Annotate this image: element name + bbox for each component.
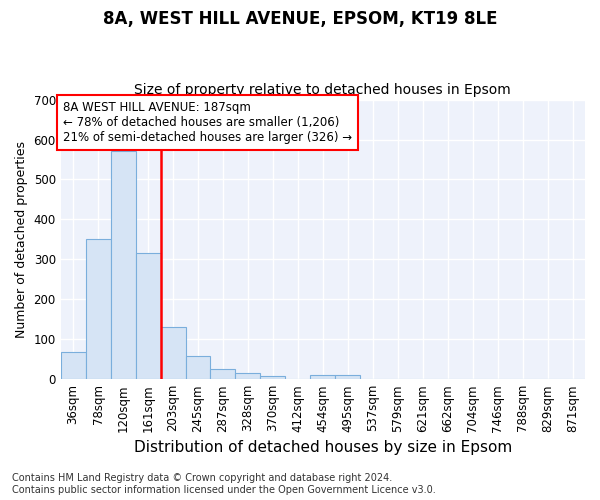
Text: 8A WEST HILL AVENUE: 187sqm
← 78% of detached houses are smaller (1,206)
21% of : 8A WEST HILL AVENUE: 187sqm ← 78% of det… <box>63 101 352 144</box>
Text: 8A, WEST HILL AVENUE, EPSOM, KT19 8LE: 8A, WEST HILL AVENUE, EPSOM, KT19 8LE <box>103 10 497 28</box>
Bar <box>211 369 235 379</box>
Bar <box>310 375 335 379</box>
Bar <box>161 328 185 379</box>
X-axis label: Distribution of detached houses by size in Epsom: Distribution of detached houses by size … <box>134 440 512 455</box>
Bar <box>235 373 260 379</box>
Bar <box>185 356 211 379</box>
Text: Contains HM Land Registry data © Crown copyright and database right 2024.
Contai: Contains HM Land Registry data © Crown c… <box>12 474 436 495</box>
Bar <box>335 375 360 379</box>
Bar <box>136 254 161 379</box>
Bar <box>260 376 286 379</box>
Bar <box>86 238 110 379</box>
Title: Size of property relative to detached houses in Epsom: Size of property relative to detached ho… <box>134 83 511 97</box>
Y-axis label: Number of detached properties: Number of detached properties <box>15 141 28 338</box>
Bar <box>110 152 136 379</box>
Bar <box>61 352 86 379</box>
